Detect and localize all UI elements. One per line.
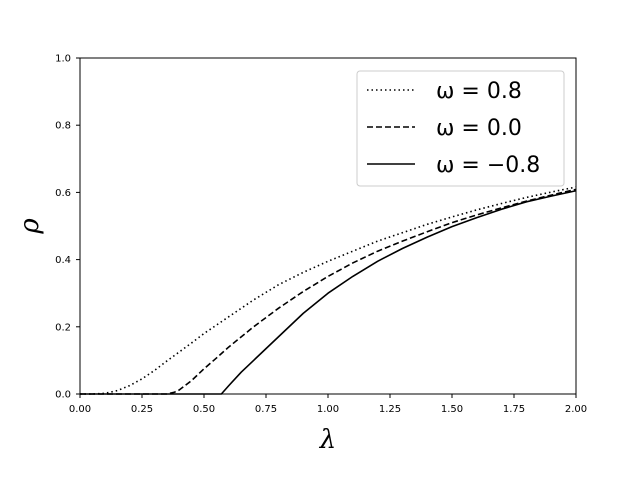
y-axis-ticks: 0.0 0.2 0.4 0.6 0.8 1.0	[55, 54, 80, 401]
series-line-1	[80, 186, 577, 395]
y-tick-label: 0.6	[55, 188, 71, 199]
x-axis-label: λ	[319, 425, 336, 455]
legend-box	[356, 70, 565, 187]
legend-label-3: ω = −0.8	[436, 153, 540, 178]
x-tick-label: 0.00	[69, 404, 91, 415]
x-tick-label: 1.75	[503, 404, 525, 415]
y-tick-label: 0.2	[55, 322, 71, 333]
x-tick-label: 0.75	[255, 404, 277, 415]
x-tick-label: 0.25	[131, 404, 153, 415]
legend: ω = 0.8 ω = 0.0 ω = −0.8	[356, 70, 565, 187]
y-tick-label: 0.8	[55, 121, 71, 132]
x-tick-label: 2.00	[565, 404, 587, 415]
y-tick-label: 0.4	[55, 255, 71, 266]
y-tick-label: 0.0	[55, 390, 71, 401]
y-axis-label: ρ	[15, 218, 45, 235]
x-tick-label: 1.50	[441, 404, 463, 415]
legend-label-2: ω = 0.0	[436, 116, 522, 141]
x-tick-label: 0.50	[193, 404, 215, 415]
legend-label-1: ω = 0.8	[436, 79, 522, 104]
x-tick-label: 1.25	[379, 404, 401, 415]
x-axis-ticks: 0.00 0.25 0.50 0.75 1.00 1.25 1.50 1.75 2.00	[69, 394, 587, 415]
y-tick-label: 1.0	[55, 54, 71, 65]
x-tick-label: 1.00	[317, 404, 339, 415]
plot-frame	[79, 57, 577, 395]
